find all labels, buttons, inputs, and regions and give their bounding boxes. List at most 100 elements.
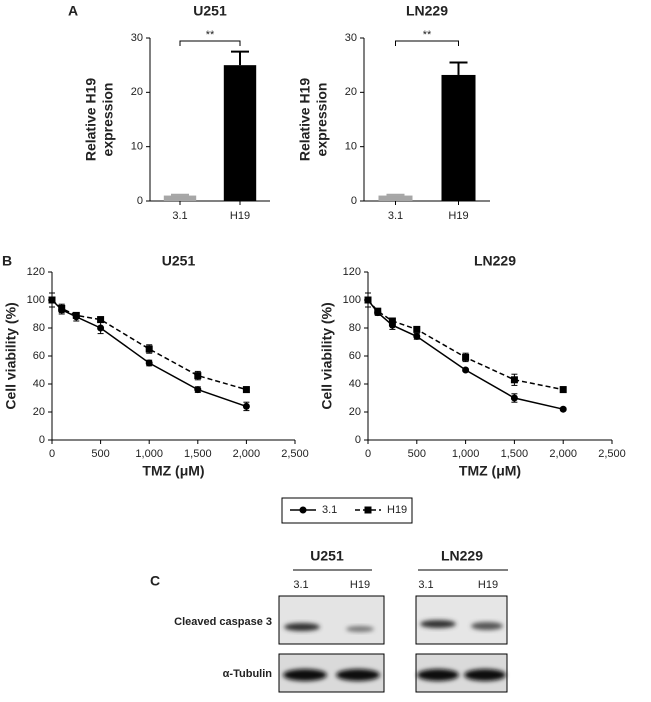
- marker: [48, 296, 56, 304]
- y-tick-label: 30: [345, 32, 357, 44]
- significance-bracket: [395, 40, 459, 46]
- marker: [97, 316, 105, 324]
- marker: [388, 317, 396, 325]
- annotation: **: [423, 29, 432, 41]
- y-tick-label: 10: [345, 141, 357, 153]
- x-tick-label: 1,000: [452, 448, 480, 460]
- y-tick-label: 100: [343, 294, 361, 306]
- legend-label: 3.1: [322, 504, 337, 516]
- y-tick-label: 30: [131, 32, 143, 44]
- blot-frame: [415, 595, 508, 645]
- y-tick-label: 40: [33, 378, 45, 390]
- y-axis-label: Cell viability (%): [319, 302, 335, 409]
- marker: [72, 311, 80, 319]
- x-tick-label: 2,000: [549, 448, 577, 460]
- lane-label: 3.1: [418, 579, 433, 591]
- chart-title: U251: [162, 253, 196, 269]
- y-axis-label: expression: [100, 83, 116, 157]
- marker: [145, 359, 153, 367]
- band: [420, 620, 456, 628]
- x-tick-label: 3.1: [388, 210, 403, 222]
- x-tick-label: 2,500: [281, 448, 309, 460]
- y-tick-label: 0: [355, 434, 361, 446]
- panel-label: B: [2, 253, 12, 269]
- bar: [163, 195, 197, 201]
- y-axis-label: expression: [314, 83, 330, 157]
- y-tick-label: 100: [27, 294, 45, 306]
- blot: U251 LN229 3.1 H19 3.1 H19 Cleaved caspa…: [174, 548, 508, 693]
- x-tick-label: 2,000: [233, 448, 261, 460]
- x-tick-label: 3.1: [172, 210, 187, 222]
- y-tick-label: 0: [39, 434, 45, 446]
- marker: [413, 332, 421, 340]
- y-tick-label: 20: [131, 86, 143, 98]
- x-tick-label: H19: [230, 210, 250, 222]
- x-tick-label: 0: [365, 448, 371, 460]
- group-label: LN229: [441, 548, 483, 564]
- y-tick-label: 0: [351, 195, 357, 207]
- y-tick-label: 10: [131, 141, 143, 153]
- bar: [441, 74, 476, 201]
- bar: [223, 65, 257, 202]
- x-axis-label: TMZ (μM): [142, 463, 204, 479]
- x-tick-label: 2,500: [598, 448, 626, 460]
- marker: [145, 345, 153, 353]
- marker: [194, 372, 202, 380]
- x-tick-label: 0: [49, 448, 55, 460]
- series-line: [367, 299, 564, 391]
- marker: [462, 353, 470, 361]
- legend-box: [281, 497, 413, 524]
- lane-label: H19: [350, 579, 370, 591]
- chart-title: LN229: [474, 253, 516, 269]
- legend-marker: [364, 506, 372, 514]
- marker: [242, 386, 250, 394]
- y-tick-label: 60: [33, 350, 45, 362]
- chart-title: LN229: [406, 3, 448, 19]
- lane-label: H19: [478, 579, 498, 591]
- y-tick-label: 40: [349, 378, 361, 390]
- row-label: Cleaved caspase 3: [174, 616, 272, 628]
- panel-label: C: [150, 573, 160, 589]
- y-tick-label: 120: [27, 266, 45, 278]
- marker: [559, 405, 567, 413]
- group-label: U251: [310, 548, 344, 564]
- marker: [462, 366, 470, 374]
- blot-frame: [278, 595, 385, 645]
- x-tick-label: 500: [408, 448, 426, 460]
- y-axis-label: Cell viability (%): [3, 302, 19, 409]
- x-tick-label: 500: [91, 448, 109, 460]
- y-tick-label: 60: [349, 350, 361, 362]
- x-tick-label: 1,500: [184, 448, 212, 460]
- row-label: α-Tubulin: [223, 668, 273, 680]
- marker: [374, 307, 382, 315]
- y-axis-label: Relative H19: [83, 78, 99, 161]
- marker: [58, 304, 66, 312]
- y-tick-label: 80: [33, 322, 45, 334]
- marker: [413, 325, 421, 333]
- legend-marker: [299, 506, 307, 514]
- y-tick-label: 20: [349, 406, 361, 418]
- panel-label: A: [68, 3, 78, 19]
- chart-title: U251: [193, 3, 227, 19]
- marker: [364, 296, 372, 304]
- y-axis-label: Relative H19: [297, 78, 313, 161]
- marker: [510, 394, 518, 402]
- y-tick-label: 20: [33, 406, 45, 418]
- lane-label: 3.1: [293, 579, 308, 591]
- legend-label: H19: [387, 504, 407, 516]
- marker: [510, 376, 518, 384]
- y-tick-label: 80: [349, 322, 361, 334]
- x-tick-label: 1,000: [135, 448, 163, 460]
- x-axis-label: TMZ (μM): [459, 463, 521, 479]
- band: [471, 622, 503, 630]
- marker: [97, 324, 105, 332]
- band: [336, 669, 380, 681]
- annotation: **: [206, 29, 215, 41]
- y-tick-label: 120: [343, 266, 361, 278]
- x-tick-label: H19: [448, 210, 468, 222]
- marker: [194, 386, 202, 394]
- marker: [242, 402, 250, 410]
- significance-bracket: [179, 40, 241, 46]
- band: [417, 669, 459, 681]
- y-tick-label: 0: [137, 195, 143, 207]
